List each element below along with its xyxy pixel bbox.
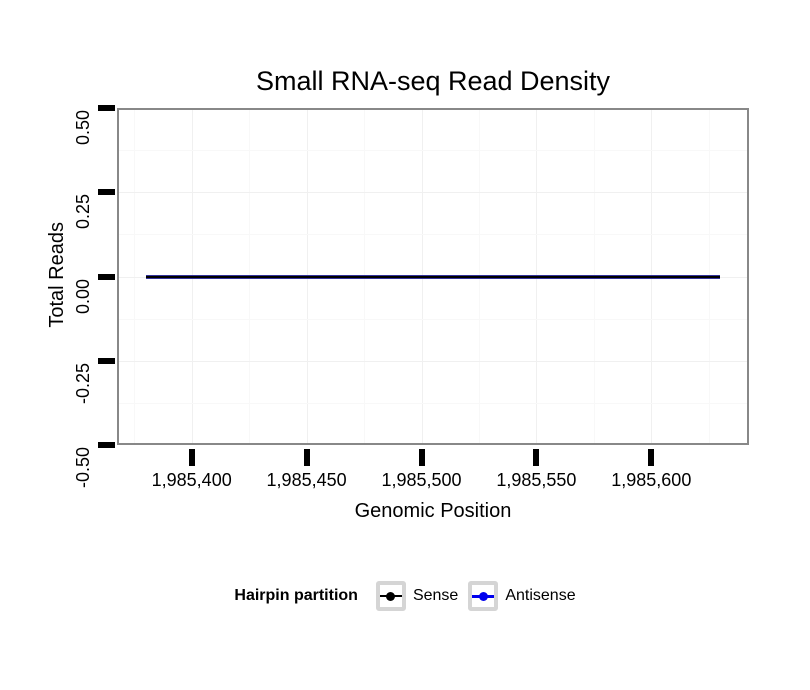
legend-title: Hairpin partition [234, 587, 358, 604]
y-tick-label: -0.50 [73, 447, 93, 489]
x-axis-tick [188, 449, 195, 466]
gridline-minor-h [119, 150, 747, 152]
gridline-minor-h [119, 234, 747, 236]
gridline-major-h [119, 192, 747, 194]
y-axis-tick [98, 357, 115, 364]
y-tick-label: -0.25 [73, 362, 93, 404]
y-tick-label: 0.00 [73, 278, 93, 314]
x-tick-label: 1,985,550 [496, 470, 577, 490]
y-tick-label: 0.50 [73, 110, 93, 146]
sense-key-icon [375, 581, 406, 611]
sense-point-glyph [386, 591, 396, 601]
y-axis-tick [98, 105, 115, 111]
x-tick-label: 1,985,500 [381, 470, 462, 490]
legend-item-sense: Sense [375, 581, 459, 611]
x-tick-label: 1,985,450 [266, 470, 347, 490]
x-axis-tick [648, 449, 655, 466]
x-axis-title: Genomic Position [354, 500, 512, 522]
plot-panel [117, 108, 749, 445]
x-axis-tick [303, 449, 310, 466]
gridline-major-h [119, 360, 747, 362]
y-axis-tick [98, 442, 115, 448]
y-tick-label: 0.25 [73, 194, 93, 230]
y-axis-title: Total Reads [46, 222, 68, 328]
plot-title: Small RNA-seq Read Density [255, 66, 611, 96]
legend-label-antisense: Antisense [505, 587, 576, 604]
legend-item-antisense: Antisense [468, 581, 576, 611]
legend: Hairpin partition Sense Antisense [0, 579, 810, 613]
gridline-minor-h [119, 402, 747, 404]
read-density-line [145, 274, 721, 279]
gridline-minor-h [119, 318, 747, 320]
y-axis-tick [98, 273, 115, 280]
antisense-point-glyph [478, 591, 488, 601]
x-tick-label: 1,985,400 [151, 470, 232, 490]
y-axis-tick [98, 189, 115, 196]
x-axis-tick [533, 449, 540, 466]
antisense-key-icon [468, 581, 499, 611]
x-axis-tick [418, 449, 425, 466]
x-tick-label: 1,985,600 [611, 470, 692, 490]
legend-label-sense: Sense [412, 587, 459, 604]
